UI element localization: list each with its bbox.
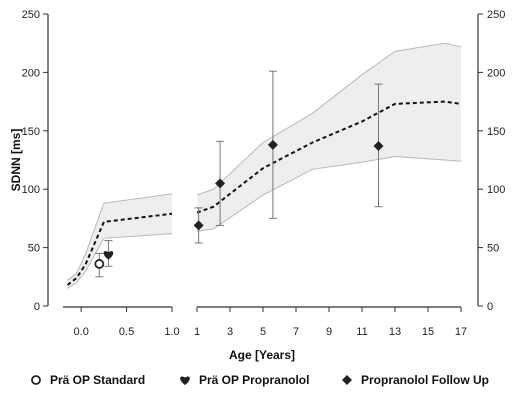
x-tick-label: 1.0 [164, 326, 179, 338]
data-point-series-3 [267, 139, 278, 150]
x-tick-label: 11 [356, 326, 367, 338]
x-tick-label: 9 [326, 326, 332, 338]
band-upper-edge-1 [67, 193, 173, 281]
legend-label-3: Propranolol Follow Up [361, 373, 489, 387]
y-axis-title: SDNN [ms] [9, 129, 23, 192]
data-point-series-3 [373, 140, 384, 151]
legend-label-1: Prä OP Standard [50, 373, 145, 387]
median-curve-2 [196, 100, 462, 214]
legend-marker-1 [31, 375, 41, 385]
right-y-tick-label: 150 [487, 126, 505, 138]
right-y-tick-label: 0 [487, 301, 493, 313]
x-axis-title: Age [Years] [229, 348, 295, 362]
axes: 0 0 50 50 100 100 150 150 200 200 250 250 0.0 0.5 1.0 1… [22, 9, 506, 338]
right-y-tick-label: 200 [487, 67, 505, 79]
left-y-tick-label: 0 [34, 301, 40, 313]
left-y-tick-label: 250 [22, 9, 40, 21]
band-lower-edge-1 [67, 233, 173, 289]
left-y-tick-label: 200 [22, 67, 40, 79]
band-lower-edge-2 [196, 155, 462, 232]
x-tick-label: 17 [455, 326, 467, 338]
legend-marker-3 [342, 375, 352, 385]
legend-item-1: Prä OP Standard [31, 373, 145, 387]
x-tick-label: 7 [293, 326, 299, 338]
data-point-series-3 [215, 178, 226, 189]
x-tick-label: 5 [260, 326, 266, 338]
legend-marker-2 [180, 376, 190, 385]
x-tick-label: 0.0 [74, 326, 89, 338]
data-point-series-1 [94, 259, 105, 269]
legend-item-2: Prä OP Propranolol [180, 373, 309, 387]
left-y-tick-label: 150 [22, 126, 40, 138]
median-curves [66, 100, 462, 286]
median-curve-1 [66, 212, 173, 286]
right-y-tick-label: 250 [487, 9, 505, 21]
right-y-tick-label: 100 [487, 184, 505, 196]
data-point-series-2 [103, 251, 114, 260]
x-tick-label: 0.5 [119, 326, 134, 338]
data-markers [94, 139, 384, 269]
reference-bands [67, 42, 462, 289]
x-tick-label: 13 [389, 326, 401, 338]
reference-band-2 [197, 43, 461, 232]
legend-label-2: Prä OP Propranolol [199, 373, 309, 387]
left-y-tick-label: 50 [28, 243, 40, 255]
x-tick-label: 15 [422, 326, 434, 338]
data-point-series-3 [193, 220, 204, 231]
legend-item-3: Propranolol Follow Up [342, 373, 489, 387]
legend: Prä OP Standard Prä OP Propranolol Propran… [31, 373, 489, 387]
x-tick-label: 1 [194, 326, 200, 338]
left-y-tick-label: 100 [22, 184, 40, 196]
x-tick-label: 3 [227, 326, 233, 338]
right-y-tick-label: 50 [487, 243, 499, 255]
reference-band-1 [67, 193, 172, 289]
